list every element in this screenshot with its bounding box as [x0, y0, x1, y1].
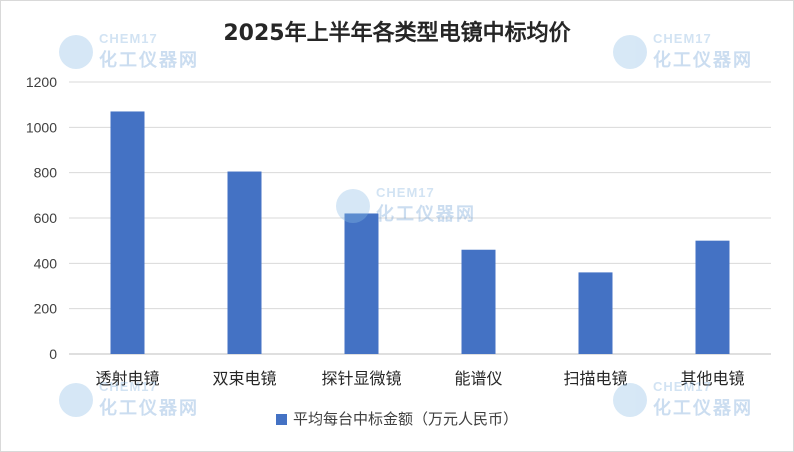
- bar: [227, 171, 262, 354]
- y-tick-label: 1000: [26, 119, 57, 135]
- y-tick-label: 400: [34, 255, 58, 271]
- legend-label: 平均每台中标金额（万元人民币）: [292, 410, 518, 428]
- bar: [578, 272, 613, 354]
- bar: [461, 249, 496, 354]
- x-tick-label: 扫描电镜: [563, 369, 627, 388]
- x-tick-label: 其他电镜: [680, 369, 744, 388]
- y-tick-label: 200: [34, 301, 58, 317]
- chart-title: 2025年上半年各类型电镜中标均价: [223, 21, 571, 46]
- bar: [695, 240, 730, 354]
- x-tick-label: 能谱仪: [454, 369, 502, 388]
- bar: [110, 111, 145, 354]
- legend: 平均每台中标金额（万元人民币）: [1, 408, 793, 429]
- x-tick-label: 探针显微镜: [321, 369, 401, 388]
- bar: [344, 213, 379, 354]
- y-tick-label: 0: [49, 346, 57, 362]
- y-tick-label: 800: [34, 165, 58, 181]
- y-tick-label: 1200: [26, 74, 57, 90]
- legend-swatch: [275, 414, 287, 425]
- y-tick-label: 600: [34, 210, 58, 226]
- x-tick-label: 透射电镜: [95, 369, 159, 388]
- x-tick-label: 双束电镜: [212, 369, 276, 388]
